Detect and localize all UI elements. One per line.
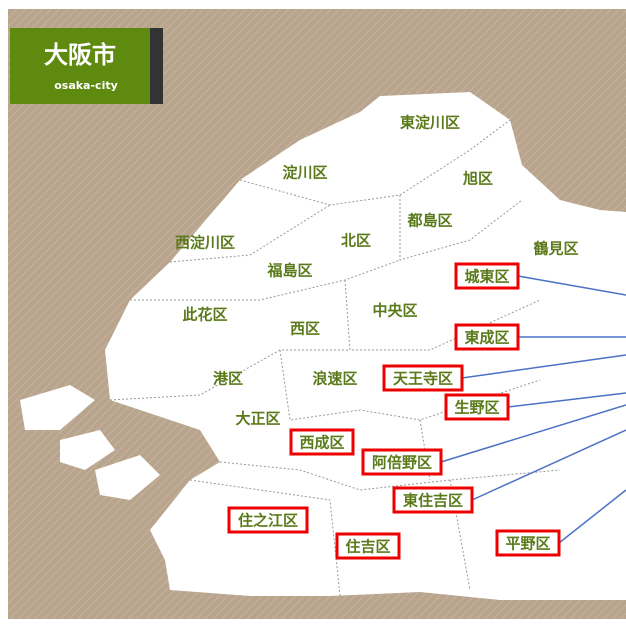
- connector: [471, 429, 626, 501]
- ward-label: 平野区: [505, 535, 550, 553]
- highlight-box: [382, 364, 464, 392]
- ward-label: 北区: [341, 232, 371, 250]
- map-title: 大阪市: [44, 41, 116, 69]
- ward-label: 生野区: [454, 399, 499, 417]
- ward-label: 中央区: [372, 302, 417, 320]
- ward-label: 城東区: [464, 268, 509, 286]
- connector: [558, 489, 626, 544]
- ward-label: 東成区: [464, 329, 509, 347]
- highlight-box: [392, 486, 474, 514]
- connector-lines: [440, 275, 626, 544]
- ward-label: 西成区: [299, 434, 344, 452]
- highlight-box: [454, 262, 520, 290]
- highlight-box: [335, 532, 401, 560]
- ward-borders: [109, 119, 561, 597]
- highlight-box: [227, 506, 309, 534]
- map-subtitle: osaka-city: [54, 79, 118, 92]
- ward-labels: 東淀川区淀川区 旭区都島区西淀川区 北区 鶴見区福島区 城東区此花区 中央区西区東成区港区…: [175, 114, 579, 560]
- ward-label: 港区: [213, 370, 243, 388]
- connector: [440, 404, 626, 463]
- ward-label: 都島区: [406, 212, 452, 230]
- highlight-box: [289, 428, 355, 456]
- ward-label: 東住吉区: [403, 492, 463, 510]
- ward-label: 天王寺区: [393, 370, 453, 388]
- highlight-box: [444, 393, 510, 421]
- connector: [461, 354, 626, 379]
- ward-label: 東淀川区: [400, 114, 460, 132]
- ward-label: 住吉区: [345, 538, 390, 556]
- ward-label: 西区: [290, 320, 320, 338]
- ward-label: 浪速区: [312, 370, 357, 388]
- ward-label: 住之江区: [238, 512, 298, 530]
- highlight-box: [454, 323, 520, 351]
- ward-label: 旭区: [462, 170, 493, 188]
- ward-label: 阿倍野区: [372, 454, 432, 472]
- ward-label: 大正区: [235, 410, 280, 428]
- ward-label: 鶴見区: [533, 240, 578, 258]
- title-box: 大阪市 osaka-city: [10, 28, 163, 104]
- ward-label: 西淀川区: [175, 234, 235, 252]
- ward-label: 福島区: [266, 262, 312, 280]
- ward-label: 此花区: [182, 306, 227, 324]
- ward-label: 淀川区: [282, 164, 327, 182]
- connector: [507, 392, 626, 408]
- highlight-box: [495, 529, 561, 557]
- highlight-box: [361, 448, 443, 476]
- land: [20, 92, 626, 600]
- connector: [517, 275, 626, 296]
